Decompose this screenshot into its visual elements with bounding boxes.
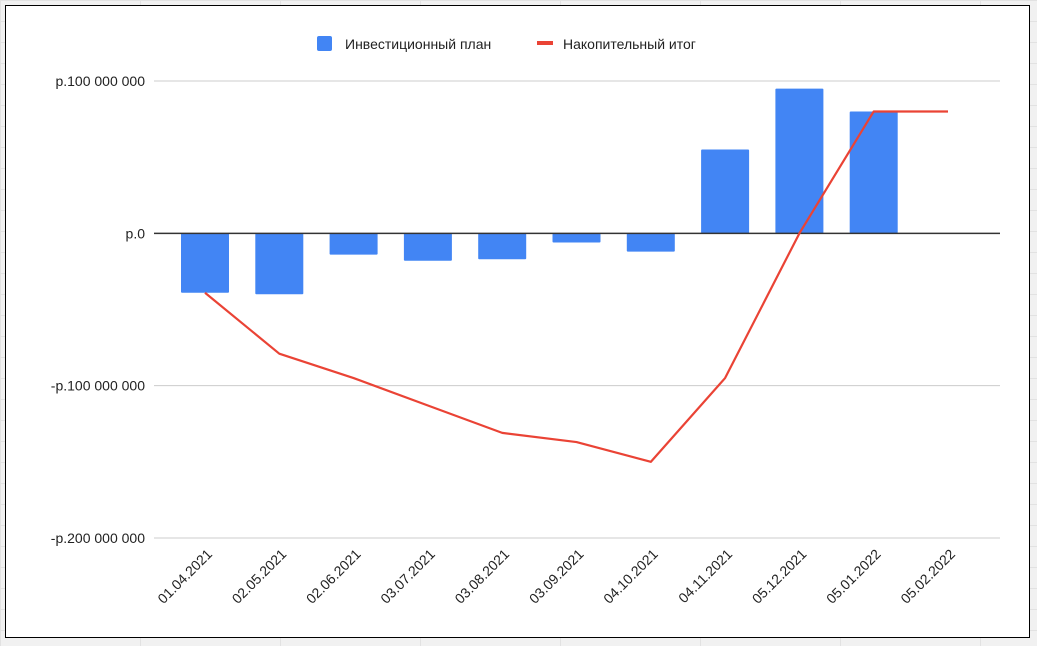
x-tick-label: 05.01.2022 [823,546,884,607]
x-tick-label: 05.12.2021 [749,546,810,607]
cumulative-line-path [204,110,948,463]
y-axis-ticks: -р.200 000 000 -р.100 000 000 р.0 р.100 000… [51,73,145,546]
x-tick-label: 04.10.2021 [600,546,661,607]
bar [775,88,824,234]
bar [701,149,750,234]
legend: Инвестиционный план Накопительный итог [317,36,696,52]
bar [849,111,898,234]
bar [626,233,675,252]
legend-swatch-bar [317,36,332,51]
x-tick-label: 03.08.2021 [451,546,512,607]
bar [181,233,229,293]
legend-swatch-line [537,41,553,45]
x-tick-label: 05.02.2022 [897,546,958,607]
chart-card[interactable] [5,5,1030,638]
y-tick-label: -р.200 000 000 [51,530,145,546]
legend-label-bar: Инвестиционный план [345,36,491,52]
bar [255,233,304,295]
x-tick-label: 01.04.2021 [154,546,215,607]
cumulative-line [204,110,948,463]
x-tick-label: 03.07.2021 [377,546,438,607]
bar [552,233,601,243]
bar [329,233,378,255]
y-tick-label: -р.100 000 000 [51,378,145,394]
bar [478,233,527,260]
x-tick-label: 03.09.2021 [526,546,587,607]
x-tick-label: 02.05.2021 [229,546,290,607]
y-tick-label: р.0 [126,225,146,241]
x-tick-label: 02.06.2021 [303,546,364,607]
legend-label-line: Накопительный итог [563,36,696,52]
y-tick-label: р.100 000 000 [55,73,145,89]
x-tick-label: 04.11.2021 [675,546,735,606]
bars [181,88,898,295]
x-axis-ticks: 01.04.2021 02.05.2021 02.06.2021 03.07.2021… [154,546,958,607]
bar [403,233,452,261]
gridlines [154,80,1000,539]
